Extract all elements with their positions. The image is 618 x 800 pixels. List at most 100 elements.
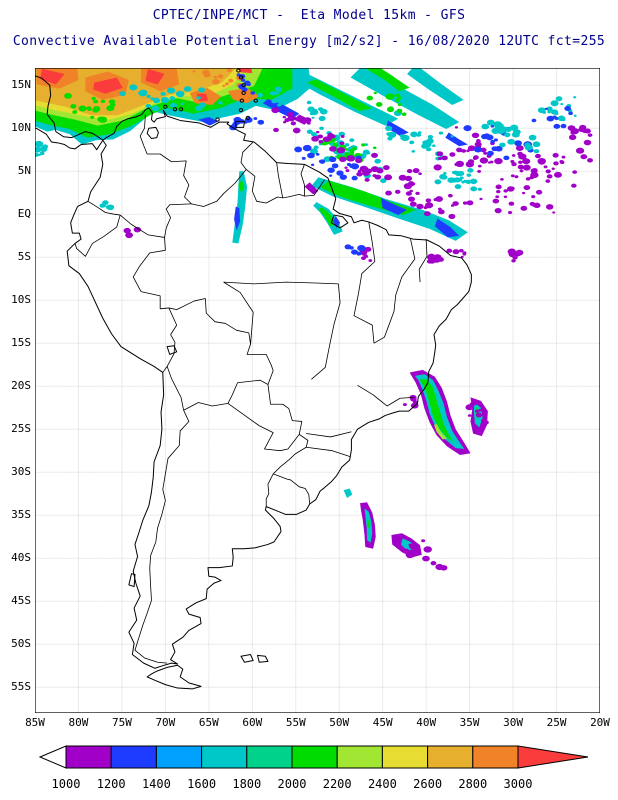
- border-line: [306, 432, 351, 437]
- cape-speckle: [492, 198, 500, 204]
- cape-speckle: [376, 102, 383, 107]
- cape-speckle: [450, 135, 454, 138]
- cape-speckle: [394, 189, 401, 194]
- cape-speckle: [454, 184, 462, 190]
- cape-speckle: [466, 173, 472, 177]
- cape-speckle: [403, 548, 409, 553]
- cape-speckle: [329, 134, 336, 139]
- cape-speckle: [465, 404, 474, 411]
- lon-tick-label: 75W: [111, 716, 132, 729]
- cape-speckle: [329, 174, 333, 177]
- cape-speckle: [350, 249, 359, 255]
- cape-speckle: [322, 136, 331, 142]
- cape-speckle: [427, 253, 436, 260]
- border-line: [374, 239, 415, 343]
- coastline: [67, 108, 471, 668]
- cape-speckle: [473, 155, 479, 160]
- cape-speckle: [462, 251, 467, 255]
- cape-speckle: [310, 163, 315, 167]
- cape-speckle: [166, 87, 176, 94]
- cape-speckle: [457, 178, 463, 182]
- map-plot: [35, 68, 600, 713]
- lat-tick-label: 25S: [11, 422, 31, 436]
- cape-speckle: [530, 171, 539, 179]
- cape-speckle: [415, 191, 420, 195]
- cape-blob: [366, 68, 410, 92]
- cape-speckle: [357, 244, 366, 252]
- cape-speckle: [79, 105, 84, 109]
- cape-speckle: [35, 146, 42, 153]
- cape-speckle: [479, 197, 483, 201]
- cape-speckle: [472, 402, 477, 406]
- cape-speckle: [93, 106, 101, 112]
- cape-speckle: [318, 115, 326, 122]
- cape-speckle: [483, 151, 488, 155]
- cape-speckle: [587, 158, 593, 163]
- border-line: [354, 222, 375, 343]
- cape-speckle: [439, 174, 447, 180]
- cape-speckle: [416, 133, 422, 137]
- cape-speckle: [489, 160, 494, 164]
- cape-speckle: [396, 108, 403, 114]
- cape-speckle: [521, 191, 526, 195]
- cape-speckle: [129, 84, 138, 91]
- colorbar-tick-label: 1400: [142, 777, 171, 791]
- cape-speckle: [90, 115, 95, 119]
- cape-speckle: [511, 131, 520, 138]
- cape-speckle: [259, 95, 263, 98]
- island-outline: [129, 574, 135, 587]
- cape-speckle: [311, 135, 319, 142]
- border-line: [266, 474, 273, 507]
- cape-speckle: [355, 157, 363, 164]
- cape-speckle: [553, 123, 561, 129]
- colorbar-tick-label: 1800: [232, 777, 261, 791]
- cape-speckle: [531, 118, 537, 123]
- cape-speckle: [241, 78, 246, 82]
- cape-blob: [434, 218, 460, 238]
- cape-speckle: [447, 177, 455, 183]
- cape-speckle: [384, 174, 393, 181]
- cape-speckle: [213, 75, 218, 79]
- border-line: [224, 282, 339, 284]
- cape-speckle: [349, 246, 354, 250]
- cape-speckle: [475, 409, 480, 413]
- cape-speckle: [407, 196, 416, 202]
- cape-speckle: [292, 127, 301, 134]
- cape-speckle: [133, 226, 142, 233]
- cape-speckle: [39, 151, 45, 156]
- small-island-dot: [239, 109, 242, 112]
- lat-tick-label: 35S: [11, 508, 31, 522]
- cape-speckle: [346, 155, 356, 162]
- cape-speckle: [421, 539, 426, 543]
- cape-speckle: [514, 140, 522, 147]
- colorbar-tick-label: 2200: [323, 777, 352, 791]
- cape-speckle: [532, 141, 541, 148]
- cape-speckle: [344, 166, 348, 169]
- cape-speckle: [503, 189, 508, 193]
- colorbar-segment: [201, 745, 248, 769]
- cape-blob: [238, 68, 253, 74]
- cape-speckle: [344, 143, 350, 147]
- cape-speckle: [510, 174, 515, 178]
- cape-speckle: [328, 156, 337, 163]
- cape-speckle: [459, 176, 464, 179]
- cape-speckle: [471, 132, 480, 139]
- lon-tick-label: 35W: [459, 716, 480, 729]
- cape-speckle: [277, 103, 282, 107]
- cape-speckle: [462, 201, 468, 205]
- cape-speckle: [495, 184, 502, 190]
- cape-speckle: [490, 124, 495, 128]
- cape-speckle: [91, 96, 96, 100]
- cape-speckle: [376, 168, 384, 174]
- cape-speckle: [106, 105, 115, 112]
- small-island-dot: [240, 99, 243, 102]
- border-line: [228, 403, 299, 450]
- cape-speckle: [175, 90, 185, 98]
- cape-speckle: [553, 171, 562, 178]
- cape-speckle: [568, 111, 573, 116]
- lat-tick-label: 10N: [11, 121, 31, 135]
- cape-speckle: [383, 165, 390, 171]
- lon-tick-label: 60W: [242, 716, 263, 729]
- cape-speckle: [524, 142, 531, 148]
- cape-speckle: [160, 91, 166, 96]
